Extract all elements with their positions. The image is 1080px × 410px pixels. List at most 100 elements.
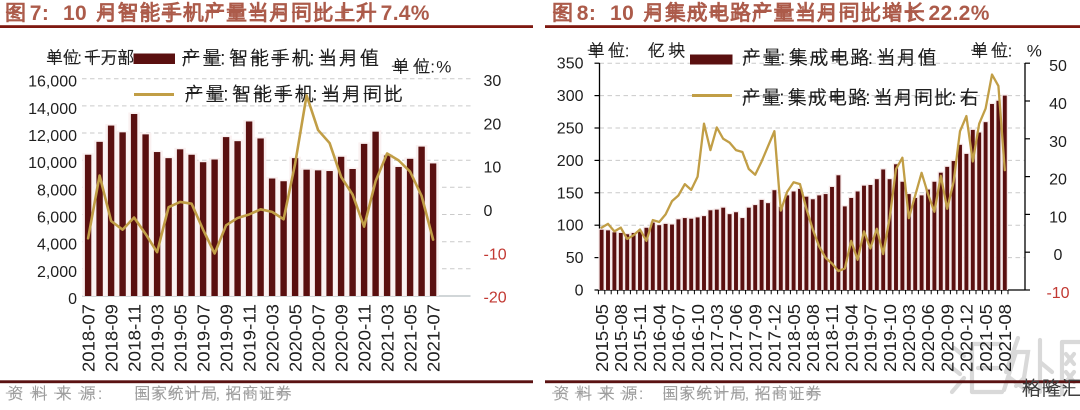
svg-text:手: 手 bbox=[161, 2, 182, 25]
svg-text:量: 量 bbox=[763, 48, 782, 69]
svg-text:亿: 亿 bbox=[648, 42, 665, 61]
svg-text:月: 月 bbox=[894, 88, 913, 109]
svg-text:2019-07: 2019-07 bbox=[193, 304, 213, 372]
svg-text:升: 升 bbox=[356, 2, 377, 25]
svg-text:350: 350 bbox=[557, 56, 584, 73]
svg-text:计: 计 bbox=[713, 385, 729, 403]
svg-text:4: 4 bbox=[399, 2, 411, 25]
svg-text:同: 同 bbox=[839, 2, 860, 25]
svg-text:产: 产 bbox=[742, 87, 761, 109]
svg-text:0: 0 bbox=[68, 291, 77, 308]
svg-text:%: % bbox=[436, 58, 451, 77]
svg-text:券: 券 bbox=[806, 385, 822, 403]
svg-text:电: 电 bbox=[830, 47, 849, 69]
svg-text:集: 集 bbox=[664, 1, 687, 25]
svg-text:12,000: 12,000 bbox=[28, 128, 77, 145]
svg-text::: : bbox=[779, 88, 784, 109]
svg-text:2017-03: 2017-03 bbox=[707, 304, 727, 372]
svg-text:月: 月 bbox=[897, 48, 916, 69]
svg-text:2021-05: 2021-05 bbox=[976, 304, 996, 372]
svg-text:2021-08: 2021-08 bbox=[995, 304, 1015, 372]
svg-text:证: 证 bbox=[789, 385, 805, 403]
svg-text:月: 月 bbox=[642, 2, 664, 25]
svg-text:2019-09: 2019-09 bbox=[216, 304, 236, 372]
svg-text:0: 0 bbox=[622, 2, 634, 25]
svg-text:2021-03: 2021-03 bbox=[377, 304, 397, 372]
svg-text:2015-08: 2015-08 bbox=[611, 304, 631, 372]
svg-text:%: % bbox=[971, 2, 990, 25]
svg-text:10: 10 bbox=[1049, 209, 1067, 226]
svg-text:2018-07: 2018-07 bbox=[78, 304, 98, 372]
svg-text:1: 1 bbox=[63, 2, 75, 25]
svg-text:来: 来 bbox=[599, 385, 615, 403]
svg-text:当: 当 bbox=[877, 47, 896, 69]
svg-text:值: 值 bbox=[360, 48, 379, 70]
svg-text:4,000: 4,000 bbox=[37, 237, 77, 254]
svg-text:2: 2 bbox=[959, 2, 971, 25]
svg-text:部: 部 bbox=[117, 49, 134, 68]
svg-text::: : bbox=[951, 88, 956, 109]
svg-text:成: 成 bbox=[808, 87, 827, 109]
svg-text::: : bbox=[780, 48, 785, 69]
svg-text:2018-11: 2018-11 bbox=[124, 304, 144, 372]
svg-text:局: 局 bbox=[730, 386, 746, 403]
svg-text:量: 量 bbox=[203, 49, 222, 70]
svg-text:产: 产 bbox=[185, 84, 204, 106]
svg-text:路: 路 bbox=[848, 87, 867, 109]
svg-text:电: 电 bbox=[708, 2, 729, 25]
svg-text:2020-03: 2020-03 bbox=[899, 304, 919, 372]
svg-text:位: 位 bbox=[413, 58, 430, 77]
svg-text:源: 源 bbox=[80, 385, 96, 403]
svg-text:当: 当 bbox=[874, 87, 893, 109]
svg-text:2018-05: 2018-05 bbox=[784, 304, 804, 372]
svg-text:%: % bbox=[411, 2, 430, 25]
svg-text:月: 月 bbox=[816, 2, 838, 25]
svg-text:.: . bbox=[953, 2, 959, 25]
svg-text:150: 150 bbox=[557, 185, 584, 202]
svg-text:万: 万 bbox=[101, 49, 118, 68]
svg-text:当: 当 bbox=[321, 84, 340, 106]
svg-text:量: 量 bbox=[206, 85, 225, 106]
svg-text:50: 50 bbox=[566, 250, 584, 267]
svg-text:统: 统 bbox=[696, 385, 712, 403]
svg-text:比: 比 bbox=[384, 84, 403, 106]
svg-text::: : bbox=[223, 85, 228, 106]
svg-text:隆: 隆 bbox=[1042, 378, 1062, 400]
svg-text:2019-10: 2019-10 bbox=[880, 304, 900, 372]
svg-text:位: 位 bbox=[991, 42, 1008, 61]
svg-text:2018-11: 2018-11 bbox=[822, 304, 842, 372]
svg-text:招: 招 bbox=[226, 385, 242, 403]
svg-text:2017-06: 2017-06 bbox=[726, 304, 746, 372]
svg-text:智: 智 bbox=[118, 1, 139, 25]
svg-text:2017-09: 2017-09 bbox=[745, 304, 765, 372]
svg-text:月: 月 bbox=[95, 2, 117, 25]
svg-text:位: 位 bbox=[608, 42, 625, 61]
svg-text:2020-09: 2020-09 bbox=[331, 304, 351, 372]
svg-text:同: 同 bbox=[914, 88, 933, 109]
svg-text:比: 比 bbox=[934, 87, 953, 109]
svg-text:2021-05: 2021-05 bbox=[400, 304, 420, 372]
svg-text:值: 值 bbox=[918, 47, 937, 69]
svg-text:能: 能 bbox=[250, 48, 269, 70]
svg-text:产: 产 bbox=[182, 48, 201, 70]
svg-text:,: , bbox=[216, 386, 220, 403]
svg-text:2020-09: 2020-09 bbox=[937, 304, 957, 372]
svg-text::: : bbox=[868, 48, 873, 69]
svg-text:月: 月 bbox=[339, 49, 358, 70]
svg-text:1: 1 bbox=[610, 2, 622, 25]
svg-text:成: 成 bbox=[809, 47, 828, 69]
svg-text:2016-10: 2016-10 bbox=[688, 304, 708, 372]
svg-text:2,000: 2,000 bbox=[37, 264, 77, 281]
svg-text:0: 0 bbox=[484, 203, 493, 220]
svg-text:路: 路 bbox=[730, 1, 752, 25]
svg-text:2021-07: 2021-07 bbox=[423, 304, 443, 372]
svg-text:8,000: 8,000 bbox=[37, 182, 77, 199]
svg-text:上: 上 bbox=[334, 2, 355, 25]
svg-text:2: 2 bbox=[941, 2, 953, 25]
svg-text:汇: 汇 bbox=[1062, 378, 1080, 400]
svg-text:计: 计 bbox=[185, 385, 201, 403]
svg-text:长: 长 bbox=[904, 2, 926, 25]
svg-text:10: 10 bbox=[484, 160, 502, 177]
svg-text:-10: -10 bbox=[1046, 285, 1069, 302]
svg-text::: : bbox=[430, 58, 435, 77]
